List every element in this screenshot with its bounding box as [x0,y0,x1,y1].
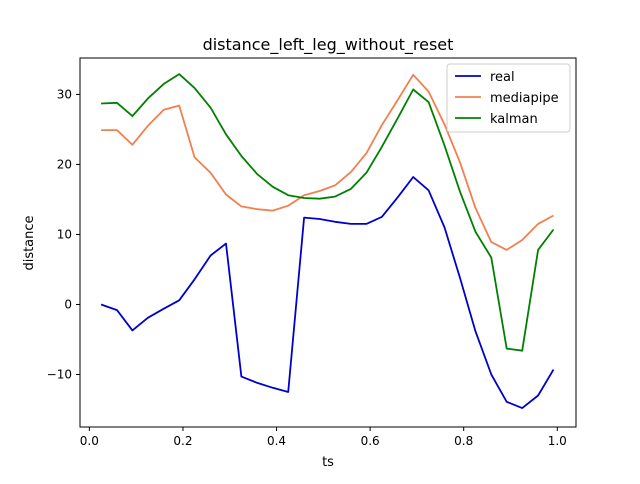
legend-label-mediapipe: mediapipe [490,91,559,106]
series-line-mediapipe [101,73,554,251]
x-axis-label: ts [322,455,334,470]
y-tick-label: 30 [57,87,72,101]
y-tick-label: 20 [57,157,72,171]
y-tick-label: 0 [64,297,72,311]
series-line-kalman [101,73,555,352]
legend-box [446,63,571,133]
x-tick-label: 0.4 [267,434,286,448]
chart-title: distance_left_leg_without_reset [203,35,454,55]
plot-area-frame [79,57,577,428]
legend-label-real: real [490,70,515,85]
y-axis-label: distance [22,215,37,270]
x-tick-label: 0.0 [80,434,99,448]
series-layer [100,73,555,410]
x-tick-label: 1.0 [548,434,567,448]
y-tick-label: 10 [57,227,72,241]
legend-label-kalman: kalman [490,112,538,127]
x-tick-label: 0.2 [173,434,192,448]
x-tick-label: 0.6 [361,434,380,448]
y-axis: −10 0 10 20 30 [47,87,80,381]
x-tick-label: 0.8 [454,434,473,448]
x-axis: 0.0 0.2 0.4 0.6 0.8 1.0 [80,427,567,448]
legend: real mediapipe kalman [446,63,571,133]
y-tick-label: −10 [47,367,72,381]
series-line-real [100,176,555,410]
